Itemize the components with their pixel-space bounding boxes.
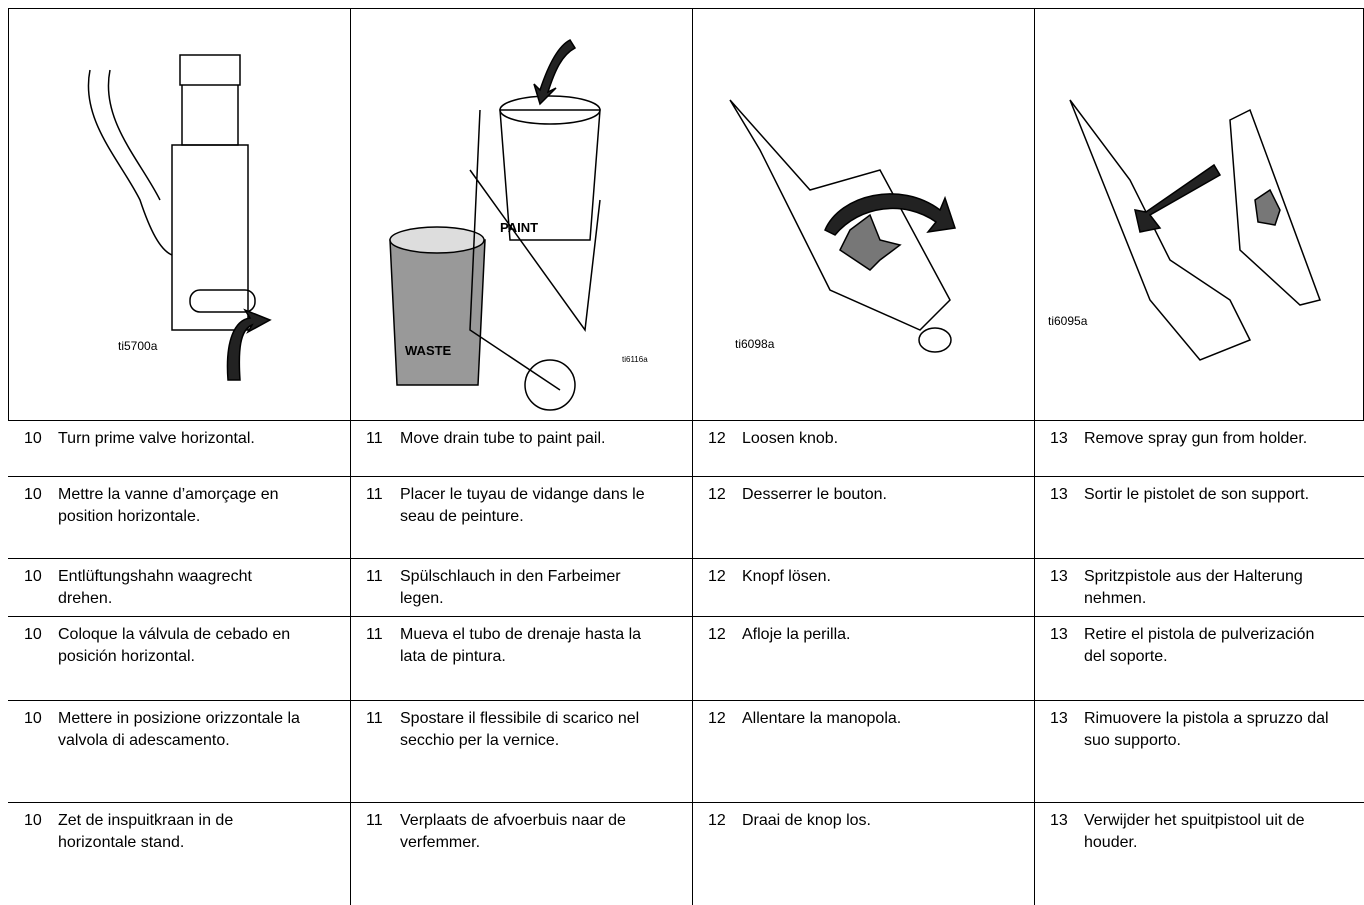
table-rule [8,558,1364,559]
table-cell: 11 Spülschlauch in den Farbeimer legen. [350,558,692,616]
table-rule [8,8,9,420]
step-text: Loosen knob. [742,430,839,447]
step-number: 12 [708,626,726,643]
step-number: 13 [1050,430,1068,447]
table-rule [8,420,1364,421]
step-number: 12 [708,710,726,727]
step-text: Mueva el tubo de drenaje hasta la lata d… [400,626,642,665]
step-text: Spritzpistole aus der Halterung nehmen. [1084,568,1303,607]
step-text: Desserrer le bouton. [742,486,887,503]
step-number: 10 [24,430,42,447]
table-rule [8,476,1364,477]
step-number: 10 [24,568,42,585]
table-cell: 12 Loosen knob. [692,420,1034,476]
table-cell: 12 Draai de knop los. [692,802,1034,905]
table-cell: 13 Rimuovere la pistola a spruzzo dal suo… [1034,700,1364,802]
step-number: 13 [1050,710,1068,727]
step-text: Afloje la perilla. [742,626,851,643]
table-cell: 11 Move drain tube to paint pail. [350,420,692,476]
step-number: 13 [1050,486,1068,503]
step-text: Move drain tube to paint pail. [400,430,606,447]
step-number: 13 [1050,626,1068,643]
table-cell: 13 Sortir le pistolet de son support. [1034,476,1364,558]
table-cell: 13 Verwijder het spuitpistool uit de houd… [1034,802,1364,905]
table-cell: 10 Coloque la válvula de cebado en posici… [8,616,350,700]
step-text: Retire el pistola de pulverización del s… [1084,626,1315,665]
table-rule [8,616,1364,617]
table-cell: 11 Spostare il flessibile di scarico nel … [350,700,692,802]
table-rule [1034,8,1035,905]
figure-label: ti5700a [118,339,158,353]
figure-label: ti6098a [735,337,775,351]
table-cell: 11 Placer le tuyau de vidange dans le sea… [350,476,692,558]
step-text: Zet de inspuitkraan in de horizontale st… [58,812,234,851]
step-number: 13 [1050,568,1068,585]
step-number: 12 [708,568,726,585]
step-number: 11 [366,812,383,829]
step-text: Allentare la manopola. [742,710,902,727]
table-cell: 12 Desserrer le bouton. [692,476,1034,558]
step-number: 12 [708,812,726,829]
step-text: Remove spray gun from holder. [1084,430,1308,447]
table-cell: 10 Entlüftungshahn waagrecht drehen. [8,558,350,616]
table-cell: 10 Mettere in posizione orizzontale la va… [8,700,350,802]
step-number: 13 [1050,812,1068,829]
table-cell: 11 Verplaats de afvoerbuis naar de verfem… [350,802,692,905]
step-number: 10 [24,812,42,829]
step-text: Draai de knop los. [742,812,871,829]
step-number: 10 [24,710,42,727]
table-cell: 13 Spritzpistole aus der Halterung nehmen… [1034,558,1364,616]
table-cell: 10 Mettre la vanne d’amorçage en position… [8,476,350,558]
remove-gun-illustration [1069,99,1321,361]
step-text: Sortir le pistolet de son support. [1084,486,1310,503]
step-number: 11 [366,486,383,503]
table-rule [8,700,1364,701]
step-number: 10 [24,486,42,503]
loosen-knob-illustration [729,99,956,353]
table-rule [8,802,1364,803]
step-text: Verwijder het spuitpistool uit de houder… [1084,812,1305,851]
table-cell: 12 Afloje la perilla. [692,616,1034,700]
figure-label: WASTE [405,343,452,358]
table-cell: 10 Turn prime valve horizontal. [8,420,350,476]
step-text: Placer le tuyau de vidange dans le seau … [400,486,645,525]
step-text: Spostare il flessibile di scarico nel se… [400,710,640,749]
table-cell: 12 Allentare la manopola. [692,700,1034,802]
table-rule [692,8,693,905]
table-cell: 13 Retire el pistola de pulverización del… [1034,616,1364,700]
step-text: Verplaats de afvoerbuis naar de verfemme… [400,812,626,851]
figure-label: ti6095a [1048,314,1088,328]
table-cell: 13 Remove spray gun from holder. [1034,420,1364,476]
step-text: Mettere in posizione orizzontale la valv… [58,710,300,749]
table-cell: 10 Zet de inspuitkraan in de horizontale … [8,802,350,905]
step-text: Spülschlauch in den Farbeimer legen. [400,568,621,607]
figure-label: PAINT [500,220,538,235]
step-number: 12 [708,430,726,447]
step-text: Mettre la vanne d’amorçage en position h… [58,486,279,525]
step-text: Turn prime valve horizontal. [58,430,255,447]
table-cell: 12 Knopf lösen. [692,558,1034,616]
step-number: 11 [366,626,383,643]
step-text: Entlüftungshahn waagrecht drehen. [58,568,252,607]
figure-label: ti6116a [622,355,648,364]
table-cell: 11 Mueva el tubo de drenaje hasta la lata… [350,616,692,700]
pail-illustration [389,39,601,411]
step-number: 11 [366,710,383,727]
step-text: Rimuovere la pistola a spruzzo dal suo s… [1084,710,1329,749]
step-number: 12 [708,486,726,503]
illustrations: ti5700a PAINT WASTE ti6116a ti6098a ti6095a [87,39,1321,411]
prime-valve-illustration [87,54,272,381]
step-number: 11 [366,568,383,585]
table-rule [350,8,351,905]
step-number: 11 [366,430,383,447]
step-text: Coloque la válvula de cebado en posición… [58,626,291,665]
step-number: 10 [24,626,42,643]
step-text: Knopf lösen. [742,568,831,585]
table-rule [8,8,1364,9]
